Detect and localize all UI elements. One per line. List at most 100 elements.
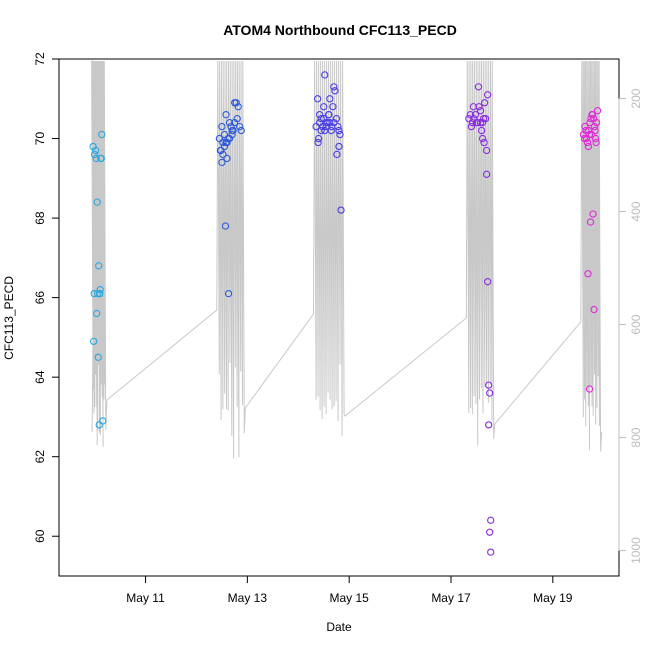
data-point xyxy=(316,111,324,119)
data-point xyxy=(487,516,495,524)
data-point xyxy=(336,130,344,139)
data-point xyxy=(486,389,494,397)
y-axis-label: CFC113_PECD xyxy=(2,276,16,360)
data-point xyxy=(94,353,102,361)
chart-title: ATOM4 Northbound CFC113_PECD xyxy=(223,22,457,38)
data-point xyxy=(97,154,105,163)
data-point xyxy=(92,146,100,155)
data-point xyxy=(220,142,229,151)
data-point xyxy=(230,118,239,127)
data-point xyxy=(95,262,103,270)
x-axis-label: Date xyxy=(326,620,352,634)
data-point xyxy=(466,111,474,119)
data-point xyxy=(326,118,334,127)
data-point xyxy=(95,421,103,429)
data-point xyxy=(98,130,106,139)
data-point xyxy=(237,126,245,135)
y-tick-label: 62 xyxy=(33,450,47,464)
data-point xyxy=(591,126,599,135)
profile-track xyxy=(91,60,603,459)
data-point xyxy=(331,87,339,95)
data-point xyxy=(589,210,597,218)
data-point xyxy=(472,118,481,127)
data-point xyxy=(587,115,595,123)
flight-profile-lines xyxy=(91,60,603,459)
data-point xyxy=(475,103,483,111)
y-axis: 60 62 64 66 68 70 72 xyxy=(33,52,60,543)
data-point xyxy=(322,122,330,131)
data-point xyxy=(482,146,491,155)
data-point xyxy=(93,198,101,206)
data-point xyxy=(588,111,596,119)
data-point xyxy=(314,138,322,147)
x-tick-label: May 17 xyxy=(431,591,471,605)
data-point xyxy=(218,122,226,131)
data-point xyxy=(484,278,492,286)
x-tick-label: May 15 xyxy=(330,591,370,605)
data-point xyxy=(480,99,489,107)
data-point xyxy=(328,122,336,131)
data-point xyxy=(225,118,234,127)
data-point xyxy=(219,138,227,147)
x-tick-label: May 19 xyxy=(533,591,573,605)
data-point xyxy=(333,150,341,159)
data-point xyxy=(481,115,490,123)
data-point xyxy=(234,103,242,111)
data-point xyxy=(477,126,486,135)
data-point xyxy=(222,138,230,147)
data-point xyxy=(582,126,590,135)
data-point xyxy=(321,71,329,79)
x-tick-label: May 13 xyxy=(228,591,268,605)
y2-tick-label: 600 xyxy=(629,314,643,334)
data-point xyxy=(478,134,487,143)
data-point xyxy=(326,95,334,103)
y2-tick-label: 400 xyxy=(629,201,643,221)
y2-tick-label: 200 xyxy=(629,88,643,108)
y2-tick-label: 800 xyxy=(629,427,643,447)
data-point xyxy=(329,103,337,111)
y-tick-label: 60 xyxy=(33,529,47,543)
data-point xyxy=(321,126,329,135)
data-point xyxy=(224,289,233,298)
y2-axis: 200 400 600 800 1000 xyxy=(618,88,643,564)
data-point xyxy=(99,417,107,425)
data-point xyxy=(471,111,480,119)
data-point xyxy=(317,115,325,123)
data-point xyxy=(232,99,240,107)
data-points xyxy=(89,71,602,556)
data-point xyxy=(593,107,602,115)
data-point xyxy=(332,115,341,123)
data-point xyxy=(221,222,230,230)
data-point xyxy=(592,118,601,127)
data-point xyxy=(325,111,333,119)
y-tick-label: 64 xyxy=(33,370,47,384)
x-axis: May 11 May 13 May 15 May 17 May 19 xyxy=(126,575,573,605)
y-tick-label: 68 xyxy=(33,211,47,225)
data-point xyxy=(486,528,494,536)
data-point xyxy=(236,122,244,131)
data-point xyxy=(335,126,343,135)
data-point xyxy=(337,206,345,214)
data-point xyxy=(220,130,229,139)
data-point xyxy=(314,134,323,143)
data-point xyxy=(480,138,488,147)
data-point xyxy=(322,118,330,127)
data-point xyxy=(335,142,343,151)
data-point xyxy=(584,270,592,278)
data-point xyxy=(485,381,493,389)
data-point xyxy=(330,83,338,91)
data-point xyxy=(96,289,104,298)
data-point xyxy=(92,154,100,163)
data-point xyxy=(586,218,595,226)
data-point xyxy=(216,146,225,155)
data-point xyxy=(320,103,328,111)
y-tick-label: 66 xyxy=(33,291,47,305)
data-point xyxy=(482,170,491,178)
data-point xyxy=(313,95,322,103)
data-point xyxy=(89,337,98,346)
data-point xyxy=(223,154,231,163)
data-point xyxy=(90,150,99,159)
data-point xyxy=(590,122,599,131)
data-point xyxy=(591,134,600,143)
y2-tick-label: 1000 xyxy=(629,537,643,564)
